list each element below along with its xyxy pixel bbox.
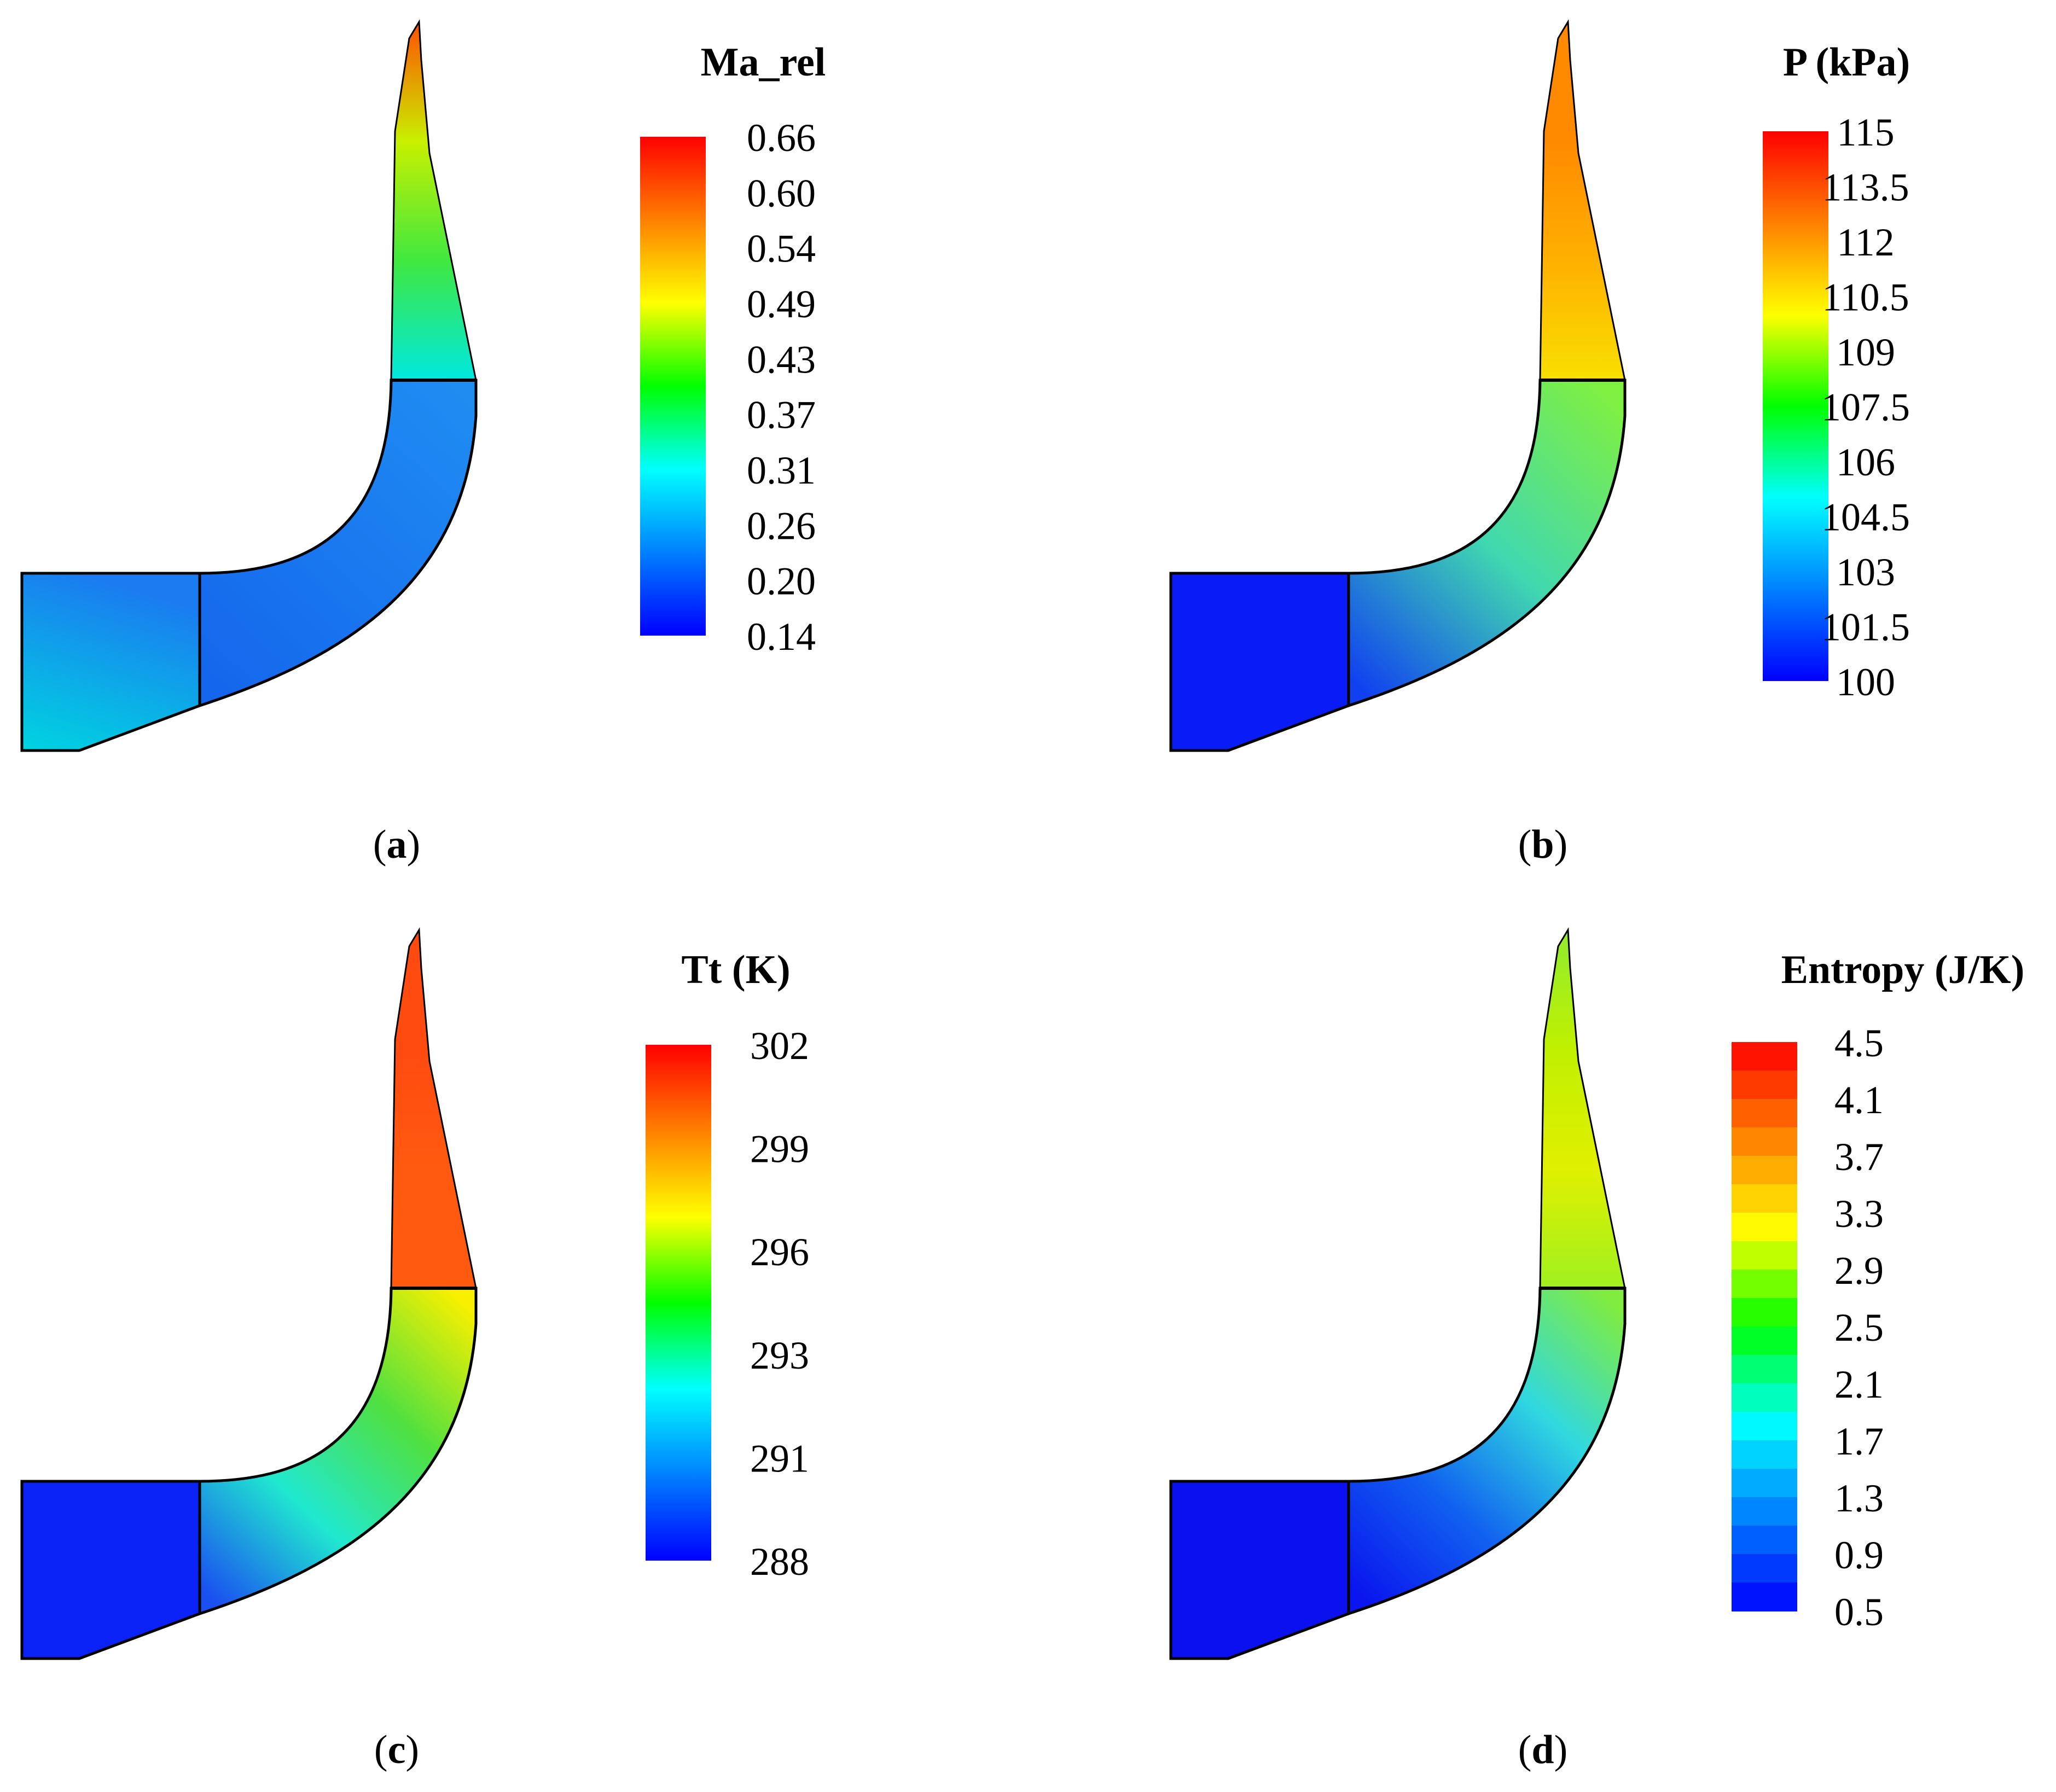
tick-label: 0.49 [747, 282, 816, 326]
colorbar-band [1732, 1554, 1797, 1583]
colorbar-band [1732, 1582, 1797, 1611]
colorbar-band [1732, 1127, 1797, 1156]
tick-label: 0.31 [747, 449, 816, 492]
colorbar-d [1732, 1042, 1797, 1611]
legend-title: Tt (K) [681, 947, 790, 992]
tick-label: 109 [1836, 330, 1895, 374]
flow-domain-c [20, 927, 478, 1660]
legend-title: P (kPa) [1783, 40, 1910, 85]
colorbar-band [1732, 1156, 1797, 1185]
colorbar-band [1732, 1070, 1797, 1099]
caption-d: (d) [1518, 1727, 1567, 1772]
colorbar-band [1732, 1383, 1797, 1412]
blade-region [390, 927, 477, 1289]
colorbar-band [1732, 1440, 1797, 1469]
tick-label: 0.60 [747, 171, 816, 215]
flow-domain-d [1169, 927, 1627, 1660]
blade-region [1539, 927, 1626, 1289]
tick-label: 113.5 [1822, 166, 1909, 210]
tick-label: 103 [1836, 550, 1895, 594]
colorbar-fill [646, 1045, 711, 1561]
bend-region [198, 379, 478, 708]
legend-title: Entropy (J/K) [1781, 947, 2025, 992]
tick-label: 293 [750, 1334, 809, 1377]
tick-label: 2.5 [1834, 1306, 1884, 1349]
colorbar-band [1732, 1213, 1797, 1242]
tick-label: 100 [1836, 660, 1895, 704]
bend-region [198, 1287, 478, 1616]
tick-label: 0.20 [747, 560, 816, 603]
tick-label: 3.7 [1834, 1135, 1884, 1179]
tick-label: 0.14 [747, 615, 816, 659]
colorbar-band [1732, 1270, 1797, 1299]
tick-label: 0.37 [747, 393, 816, 437]
colorbar-band [1732, 1412, 1797, 1441]
tick-label: 299 [750, 1127, 809, 1171]
caption-c: (c) [374, 1727, 419, 1772]
tick-label: 107.5 [1821, 386, 1910, 429]
colorbar-band [1732, 1469, 1797, 1498]
tick-label: 0.9 [1834, 1533, 1884, 1577]
tick-label: 104.5 [1821, 496, 1910, 539]
tick-label: 3.3 [1834, 1192, 1884, 1236]
inlet-region [1169, 572, 1350, 752]
bend-region [1347, 379, 1627, 708]
tick-label: 296 [750, 1230, 809, 1274]
tick-label: 101.5 [1821, 606, 1910, 649]
colorbar-a [640, 137, 706, 636]
flow-domain-a [20, 19, 478, 752]
tick-label: 0.43 [747, 338, 816, 381]
tick-label: 2.9 [1834, 1249, 1884, 1293]
colorbar-band [1732, 1042, 1797, 1071]
blade-region [1539, 19, 1626, 381]
colorbar-band [1732, 1184, 1797, 1213]
colorbar-band [1732, 1099, 1797, 1128]
colorbar-band [1732, 1298, 1797, 1327]
tick-label: 112 [1837, 220, 1894, 264]
panel-b: P (kPa) 115 113.5 112 110.5 109 107.5 106 104.5 1… [1169, 19, 1910, 867]
inlet-region [20, 1480, 201, 1660]
tick-label: 0.26 [747, 504, 816, 548]
colorbar-band [1732, 1497, 1797, 1526]
colorbar-fill [640, 137, 706, 636]
tick-label: 4.5 [1834, 1021, 1884, 1065]
panel-d: Entropy (J/K) 4.5 4.1 3.7 3.3 2.9 2.5 2.1 1.7 1.3… [1169, 927, 2025, 1772]
colorbar-band [1732, 1241, 1797, 1270]
tick-label: 1.3 [1834, 1476, 1884, 1520]
inlet-region [1169, 1480, 1350, 1660]
inlet-region [20, 572, 201, 752]
colorbar-fill [1763, 131, 1828, 681]
colorbar-band [1732, 1526, 1797, 1555]
tick-label: 1.7 [1834, 1419, 1884, 1463]
tick-label: 4.1 [1834, 1078, 1884, 1122]
panel-c: Tt (K) 302 299 296 293 291 288 (c) [20, 927, 809, 1772]
legend-title: Ma_rel [701, 40, 826, 85]
tick-label: 115 [1837, 110, 1894, 154]
colorbar-b [1763, 131, 1828, 681]
caption-a: (a) [373, 822, 420, 867]
tick-label: 291 [750, 1436, 809, 1480]
blade-region [390, 19, 477, 381]
flow-domain-b [1169, 19, 1627, 752]
tick-label: 0.66 [747, 116, 816, 160]
colorbar-c [646, 1045, 711, 1561]
tick-label: 106 [1836, 440, 1895, 484]
tick-label: 2.1 [1834, 1363, 1884, 1406]
tick-label: 0.54 [747, 227, 816, 271]
colorbar-band [1732, 1355, 1797, 1384]
panel-a: Ma_rel 0.66 0.60 0.54 0.49 0.43 0.37 0.31 0.26 0.… [20, 19, 826, 867]
tick-label: 288 [750, 1540, 809, 1584]
tick-label: 110.5 [1822, 276, 1909, 319]
bend-region [1347, 1287, 1627, 1616]
tick-label: 0.5 [1834, 1590, 1884, 1634]
tick-label: 302 [750, 1024, 809, 1068]
caption-b: (b) [1518, 822, 1567, 867]
colorbar-band [1732, 1326, 1797, 1355]
